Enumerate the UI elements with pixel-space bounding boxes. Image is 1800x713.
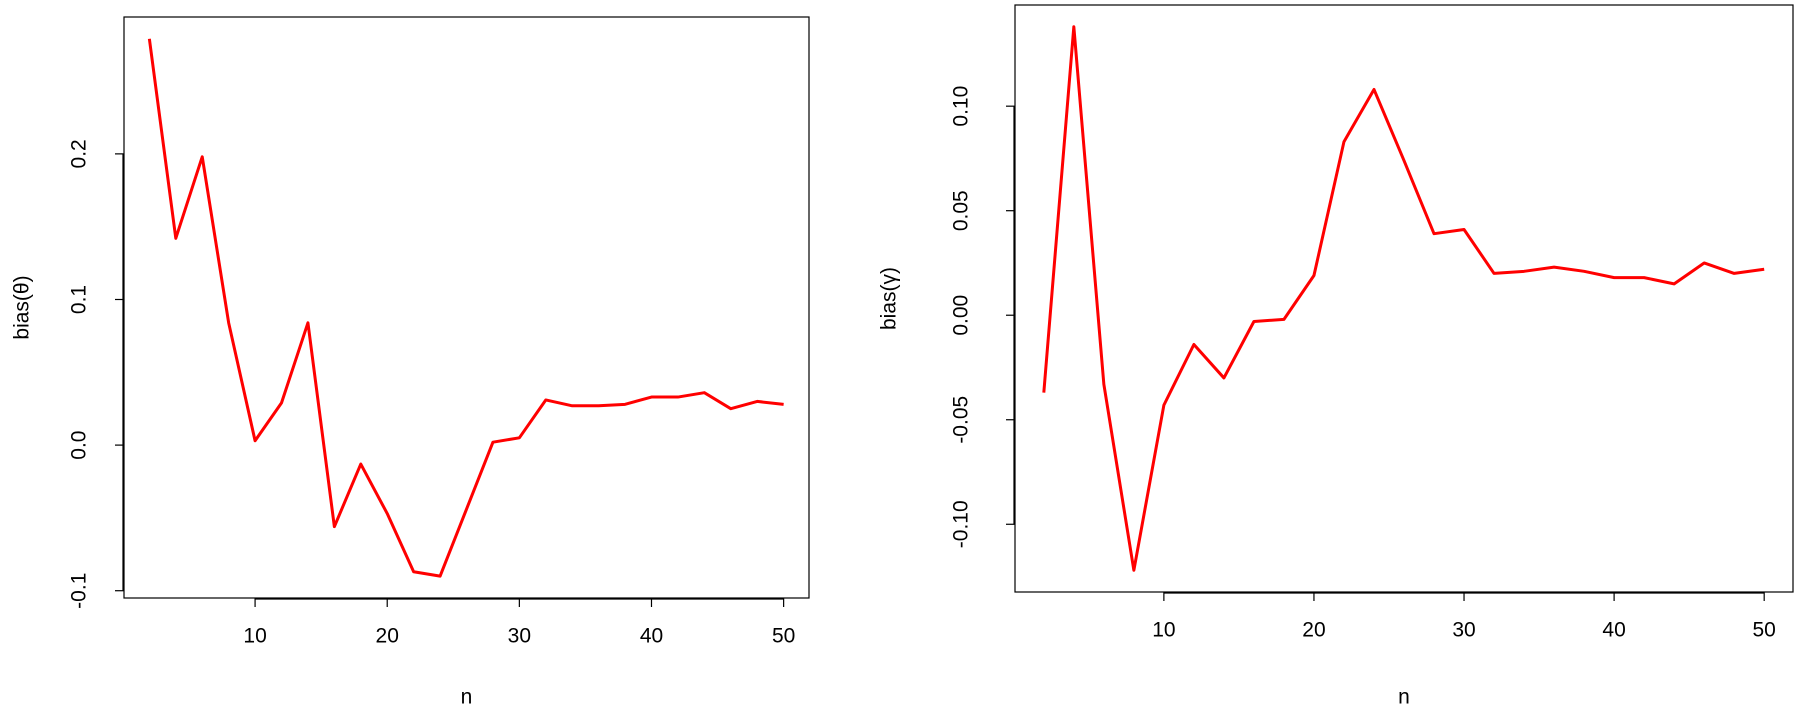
y-axis-label: bias(γ) — [878, 267, 901, 330]
x-tick-label: 50 — [772, 625, 795, 648]
x-tick-label: 40 — [640, 625, 663, 648]
y-tick-label: 0.05 — [950, 190, 973, 231]
y-tick-label: -0.1 — [68, 573, 91, 609]
x-tick-label: 40 — [1602, 619, 1625, 642]
y-tick-label: -0.05 — [950, 396, 973, 444]
x-tick-label: 10 — [243, 625, 266, 648]
y-tick-label: 0.0 — [68, 431, 91, 460]
y-tick-label: -0.10 — [950, 500, 973, 548]
y-tick-label: 0.2 — [68, 139, 91, 168]
x-axis-label: n — [1398, 686, 1410, 709]
data-line — [147, 38, 784, 578]
x-tick-label: 20 — [1302, 619, 1325, 642]
x-tick-label: 20 — [376, 625, 399, 648]
y-tick-label: 0.00 — [950, 295, 973, 336]
y-axis-label: bias(θ) — [11, 275, 34, 339]
plot-frame — [123, 16, 810, 599]
x-tick-label: 10 — [1152, 619, 1175, 642]
x-tick-label: 30 — [508, 625, 531, 648]
x-axis-label: n — [461, 686, 473, 709]
x-tick-label: 30 — [1452, 619, 1475, 642]
y-tick-label: 0.1 — [68, 285, 91, 314]
x-tick-label: 50 — [1753, 619, 1776, 642]
plot-frame — [1014, 4, 1794, 593]
y-tick-label: 0.10 — [950, 86, 973, 127]
data-line — [1042, 25, 1765, 572]
